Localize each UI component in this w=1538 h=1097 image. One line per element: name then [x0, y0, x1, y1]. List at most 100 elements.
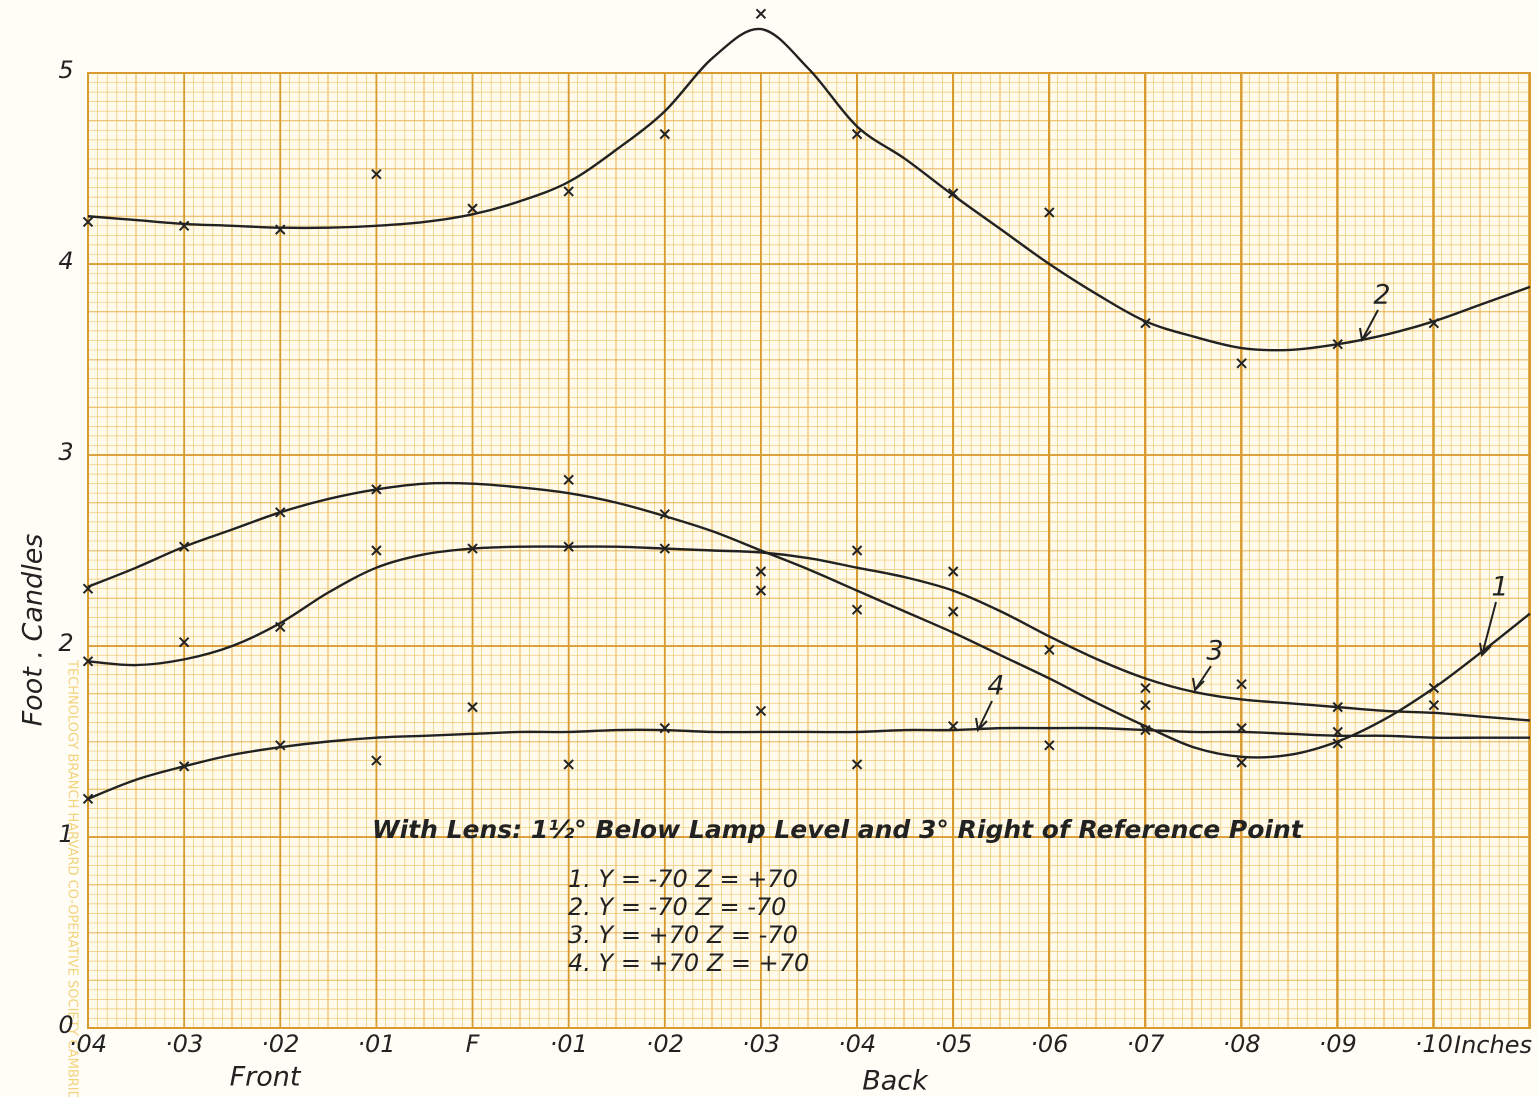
y-axis-label: Foot . Candles — [18, 534, 49, 727]
data-point — [371, 755, 382, 766]
x-axis-label-back: Back — [862, 1066, 929, 1097]
data-point — [1428, 700, 1440, 711]
curve-arrow — [975, 700, 993, 733]
data-point — [947, 721, 959, 732]
data-point — [1332, 339, 1343, 350]
x-tick-label: ·03 — [742, 1030, 780, 1058]
data-point — [275, 621, 286, 633]
data-point — [563, 541, 574, 552]
data-point — [563, 474, 574, 486]
data-point — [275, 224, 286, 235]
curve-label: 1 — [1491, 572, 1508, 603]
data-point — [275, 507, 286, 518]
x-tick-label: ·07 — [1126, 1030, 1165, 1058]
data-point — [659, 128, 671, 140]
curve-arrow — [1359, 309, 1379, 343]
data-point — [1236, 757, 1247, 768]
x-tick-label: ·01 — [550, 1030, 588, 1058]
data-point — [1236, 722, 1247, 734]
y-tick-label: 1 — [58, 820, 73, 848]
legend-line: 4. Y = +70 Z = +70 — [568, 949, 809, 977]
data-point — [1236, 678, 1247, 690]
y-tick-label: 4 — [58, 247, 73, 275]
y-tick-label: 3 — [58, 438, 73, 466]
curve-label: 4 — [987, 671, 1004, 702]
curve — [87, 545, 1531, 722]
data-point — [755, 705, 767, 717]
curve-label: 3 — [1206, 636, 1223, 667]
data-point — [659, 722, 671, 734]
data-point — [467, 203, 478, 214]
curve — [87, 27, 1531, 352]
data-point — [1428, 318, 1440, 329]
data-point — [1140, 318, 1151, 329]
data-point — [1332, 726, 1343, 738]
graph-grid — [88, 73, 1530, 1028]
x-tick-label: ·02 — [261, 1030, 299, 1058]
watermark: TECHNOLOGY BRANCH HARVARD CO-OPERATIVE S… — [65, 659, 80, 1097]
plot-layer: 1 2 3 4 — [82, 8, 1531, 1029]
data-point — [755, 566, 767, 577]
data-point — [563, 186, 574, 197]
data-point — [755, 585, 767, 596]
data-point — [82, 583, 94, 594]
x-tick-label: ·01 — [357, 1030, 395, 1058]
x-tick-label: ·05 — [934, 1030, 972, 1058]
data-point — [1140, 700, 1151, 711]
data-point — [947, 566, 959, 577]
data-point — [755, 8, 767, 19]
curve-arrow — [1479, 601, 1497, 658]
data-point — [178, 220, 190, 232]
x-unit-label: Inches — [1454, 1031, 1532, 1059]
data-point — [178, 541, 190, 552]
x-tick-label: ·10 — [1415, 1030, 1453, 1058]
data-point — [82, 216, 94, 228]
data-point — [467, 543, 478, 554]
data-point — [178, 761, 190, 772]
curve — [87, 726, 1530, 800]
data-point — [82, 793, 94, 805]
x-tick-label: ·03 — [165, 1030, 203, 1058]
data-point — [1044, 740, 1055, 751]
data-point — [1332, 701, 1343, 713]
data-point — [659, 509, 671, 520]
x-tick-label: ·02 — [646, 1030, 684, 1058]
data-point — [563, 759, 574, 770]
note: With Lens: 1½° Below Lamp Level and 3° R… — [372, 815, 1304, 844]
data-point — [1428, 682, 1440, 694]
y-tick-label: 0 — [58, 1011, 73, 1039]
legend-line: 3. Y = +70 Z = -70 — [568, 921, 798, 949]
data-point — [1236, 358, 1247, 369]
data-point — [467, 701, 478, 713]
y-tick-label: 5 — [58, 56, 73, 84]
data-point — [371, 545, 382, 556]
data-point — [82, 656, 94, 667]
data-point — [178, 636, 190, 648]
x-axis-label-front: Front — [230, 1062, 302, 1093]
data-point — [1140, 682, 1151, 694]
x-tick-label: ·06 — [1030, 1030, 1068, 1058]
curve-label: 2 — [1373, 280, 1390, 311]
data-point — [371, 484, 382, 495]
x-tick-label: ·04 — [838, 1030, 876, 1058]
data-point — [851, 759, 863, 770]
x-tick-label: ·04 — [69, 1030, 107, 1058]
data-point — [1140, 724, 1151, 736]
x-tick-label: ·08 — [1223, 1030, 1261, 1058]
curve-arrow — [1192, 665, 1212, 693]
data-point — [659, 543, 671, 554]
data-point — [851, 128, 863, 140]
data-point — [851, 604, 863, 615]
data-point — [947, 188, 959, 199]
legend-line: 1. Y = -70 Z = +70 — [568, 865, 798, 893]
x-tick-label: F — [466, 1030, 481, 1058]
data-point — [371, 169, 382, 180]
data-point — [851, 545, 863, 556]
legend-line: 2. Y = -70 Z = -70 — [568, 893, 786, 921]
data-point — [275, 740, 286, 751]
y-tick-label: 2 — [58, 629, 73, 657]
data-point — [1044, 644, 1055, 656]
curve — [87, 481, 1531, 759]
